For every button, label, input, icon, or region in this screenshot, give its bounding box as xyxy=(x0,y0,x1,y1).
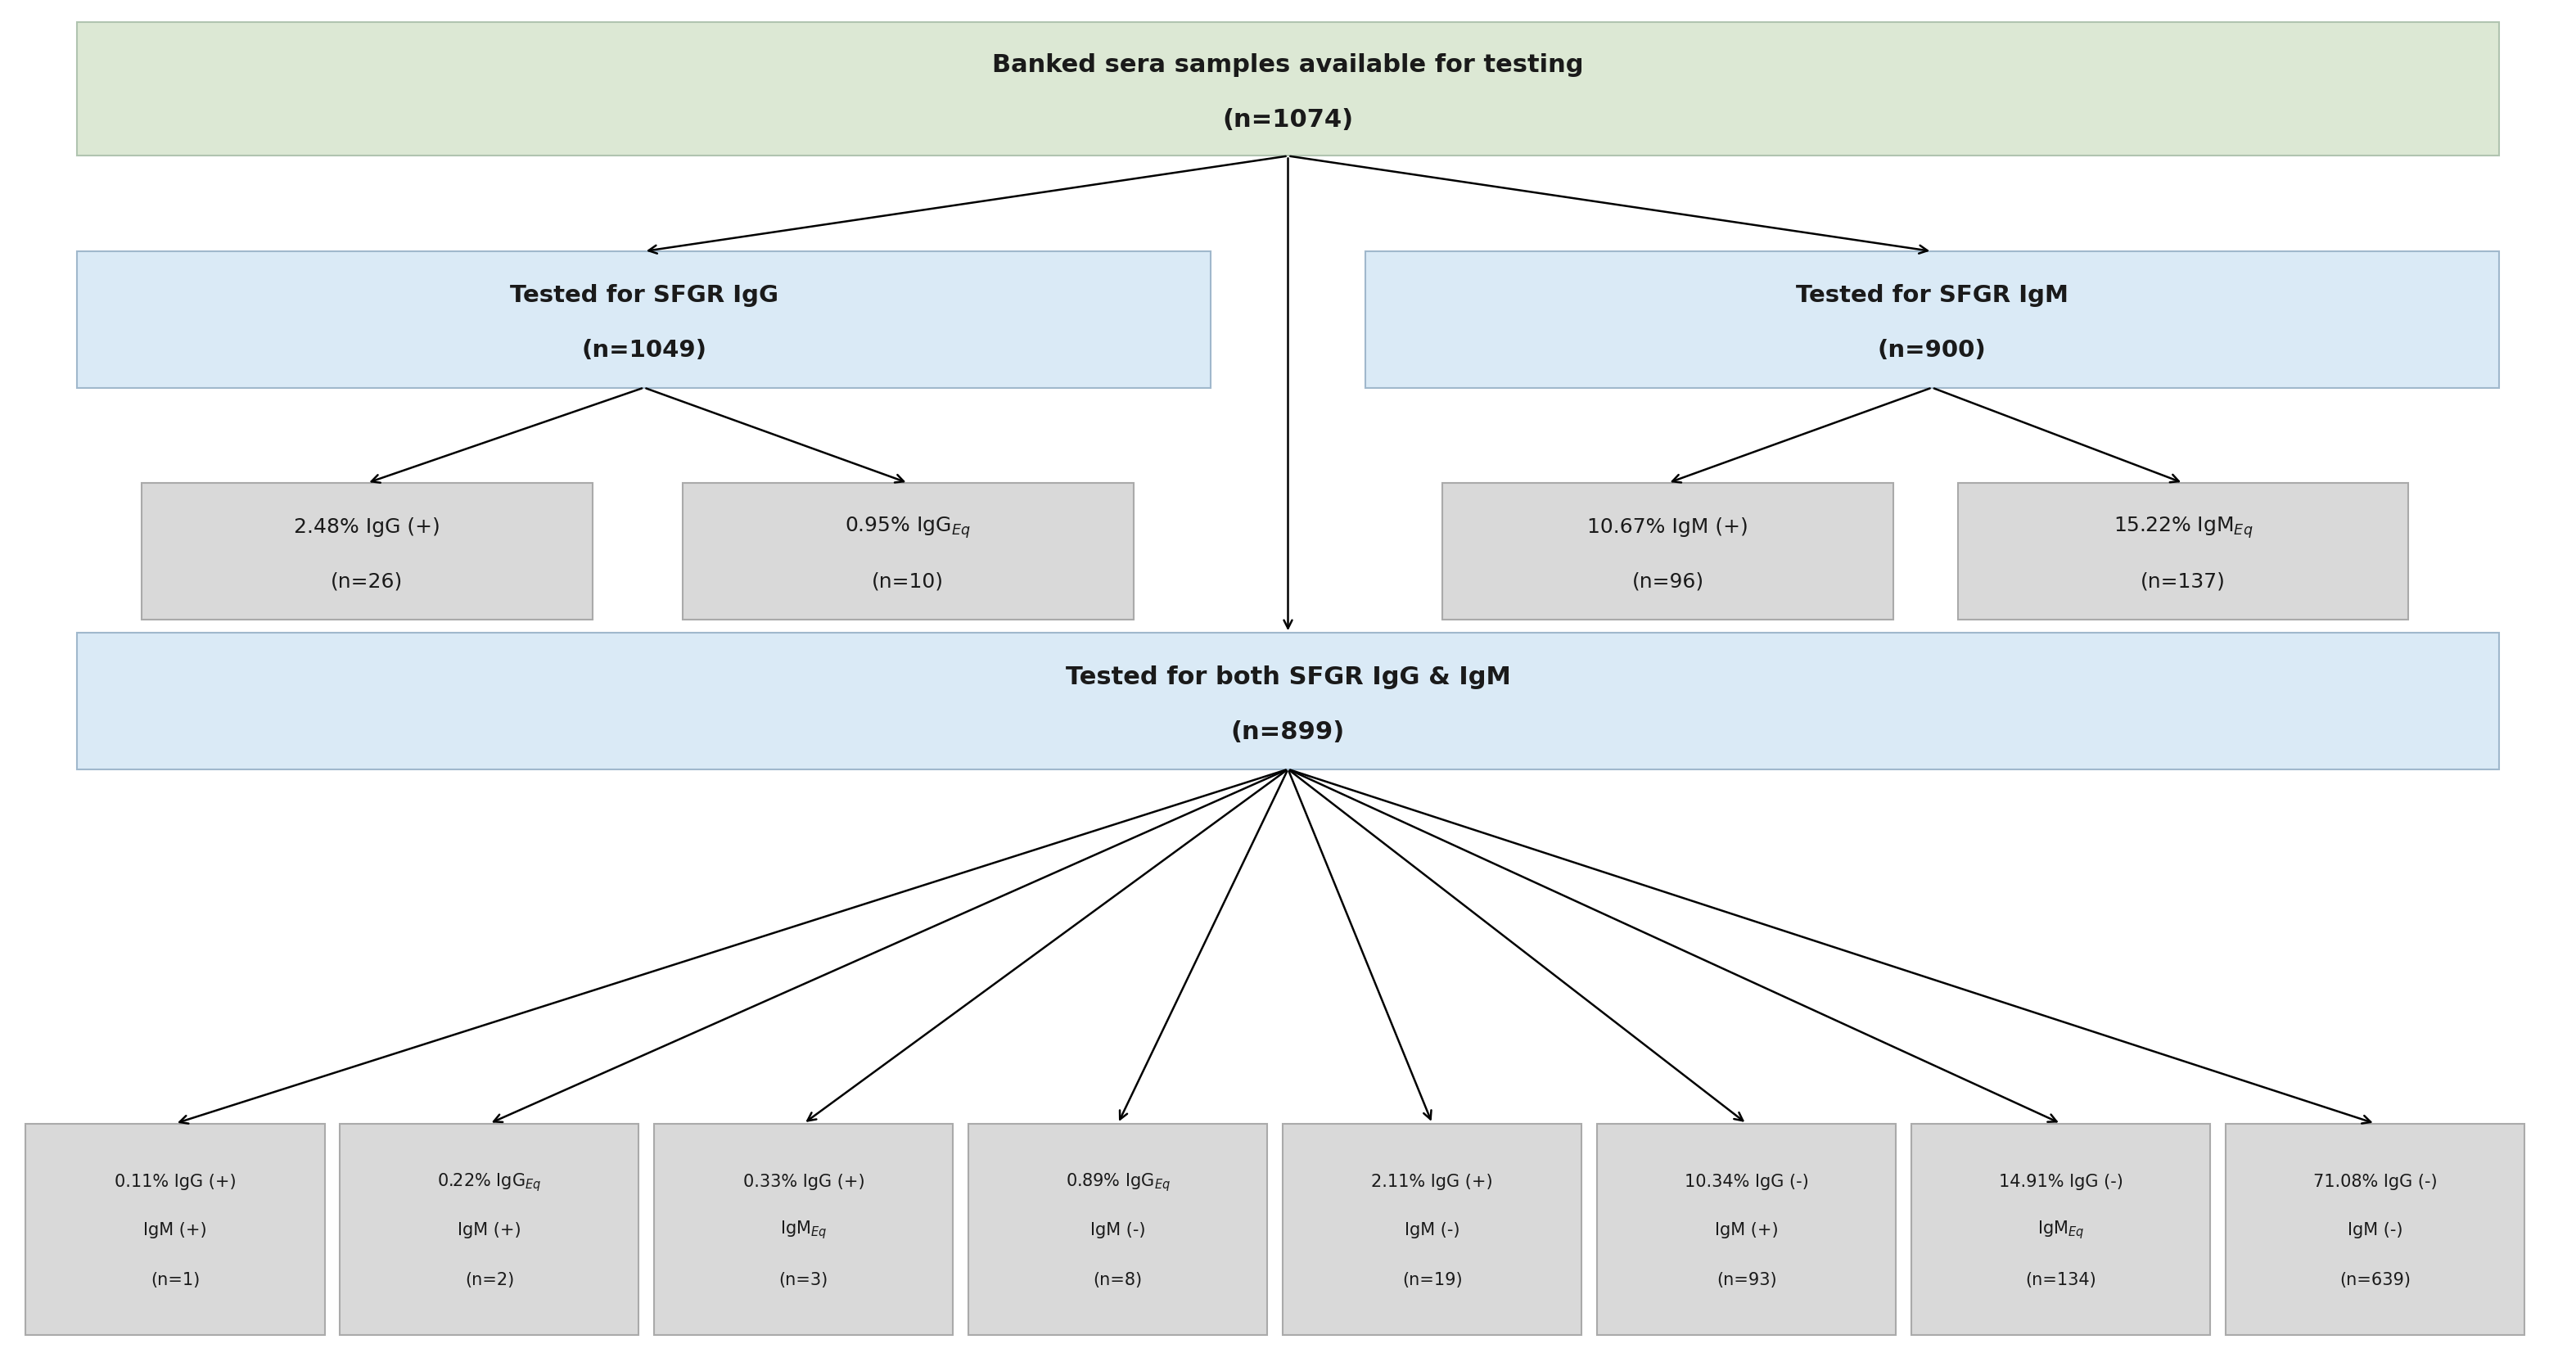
FancyBboxPatch shape xyxy=(77,23,2499,157)
FancyBboxPatch shape xyxy=(26,1124,325,1335)
FancyBboxPatch shape xyxy=(683,484,1133,620)
Text: (n=19): (n=19) xyxy=(1401,1271,1463,1288)
Text: IgM (+): IgM (+) xyxy=(1716,1220,1777,1238)
Text: IgM (-): IgM (-) xyxy=(1090,1220,1146,1238)
FancyBboxPatch shape xyxy=(1283,1124,1582,1335)
Text: IgM (-): IgM (-) xyxy=(2347,1220,2403,1238)
Text: (n=134): (n=134) xyxy=(2025,1271,2097,1288)
Text: Tested for both SFGR IgG & IgM: Tested for both SFGR IgG & IgM xyxy=(1066,665,1510,689)
FancyBboxPatch shape xyxy=(1958,484,2409,620)
Text: 15.22% IgM$_{Eq}$: 15.22% IgM$_{Eq}$ xyxy=(2112,515,2254,539)
Text: 0.89% IgG$_{Eq}$: 0.89% IgG$_{Eq}$ xyxy=(1066,1170,1170,1193)
Text: IgM$_{Eq}$: IgM$_{Eq}$ xyxy=(781,1218,827,1241)
Text: Banked sera samples available for testing: Banked sera samples available for testin… xyxy=(992,53,1584,78)
FancyBboxPatch shape xyxy=(77,252,1211,388)
Text: 14.91% IgG (-): 14.91% IgG (-) xyxy=(1999,1173,2123,1190)
Text: (n=10): (n=10) xyxy=(873,572,943,591)
Text: (n=137): (n=137) xyxy=(2141,572,2226,591)
Text: (n=1): (n=1) xyxy=(149,1271,201,1288)
Text: 10.34% IgG (-): 10.34% IgG (-) xyxy=(1685,1173,1808,1190)
Text: IgM$_{Eq}$: IgM$_{Eq}$ xyxy=(2038,1218,2084,1241)
Text: 0.22% IgG$_{Eq}$: 0.22% IgG$_{Eq}$ xyxy=(438,1170,541,1193)
FancyBboxPatch shape xyxy=(142,484,592,620)
Text: 2.48% IgG (+): 2.48% IgG (+) xyxy=(294,518,440,537)
FancyBboxPatch shape xyxy=(1911,1124,2210,1335)
FancyBboxPatch shape xyxy=(969,1124,1267,1335)
Text: (n=899): (n=899) xyxy=(1231,719,1345,744)
Text: (n=639): (n=639) xyxy=(2339,1271,2411,1288)
Text: IgM (-): IgM (-) xyxy=(1404,1220,1461,1238)
FancyBboxPatch shape xyxy=(1443,484,1893,620)
Text: Tested for SFGR IgM: Tested for SFGR IgM xyxy=(1795,285,2069,306)
Text: (n=26): (n=26) xyxy=(330,572,404,591)
Text: IgM (+): IgM (+) xyxy=(144,1220,206,1238)
Text: (n=1074): (n=1074) xyxy=(1224,108,1352,132)
Text: (n=1049): (n=1049) xyxy=(582,339,706,361)
FancyBboxPatch shape xyxy=(654,1124,953,1335)
Text: Tested for SFGR IgG: Tested for SFGR IgG xyxy=(510,285,778,306)
Text: 2.11% IgG (+): 2.11% IgG (+) xyxy=(1370,1173,1494,1190)
FancyBboxPatch shape xyxy=(340,1124,639,1335)
FancyBboxPatch shape xyxy=(1365,252,2499,388)
Text: 0.33% IgG (+): 0.33% IgG (+) xyxy=(742,1173,866,1190)
Text: 0.11% IgG (+): 0.11% IgG (+) xyxy=(113,1173,237,1190)
Text: (n=900): (n=900) xyxy=(1878,339,1986,361)
FancyBboxPatch shape xyxy=(77,633,2499,770)
Text: (n=8): (n=8) xyxy=(1092,1271,1144,1288)
Text: IgM (+): IgM (+) xyxy=(459,1220,520,1238)
Text: (n=96): (n=96) xyxy=(1631,572,1705,591)
Text: (n=3): (n=3) xyxy=(778,1271,829,1288)
FancyBboxPatch shape xyxy=(2226,1124,2524,1335)
Text: 71.08% IgG (-): 71.08% IgG (-) xyxy=(2313,1173,2437,1190)
Text: (n=93): (n=93) xyxy=(1716,1271,1777,1288)
FancyBboxPatch shape xyxy=(1597,1124,1896,1335)
Text: (n=2): (n=2) xyxy=(464,1271,515,1288)
Text: 10.67% IgM (+): 10.67% IgM (+) xyxy=(1587,518,1749,537)
Text: 0.95% IgG$_{Eq}$: 0.95% IgG$_{Eq}$ xyxy=(845,515,971,539)
